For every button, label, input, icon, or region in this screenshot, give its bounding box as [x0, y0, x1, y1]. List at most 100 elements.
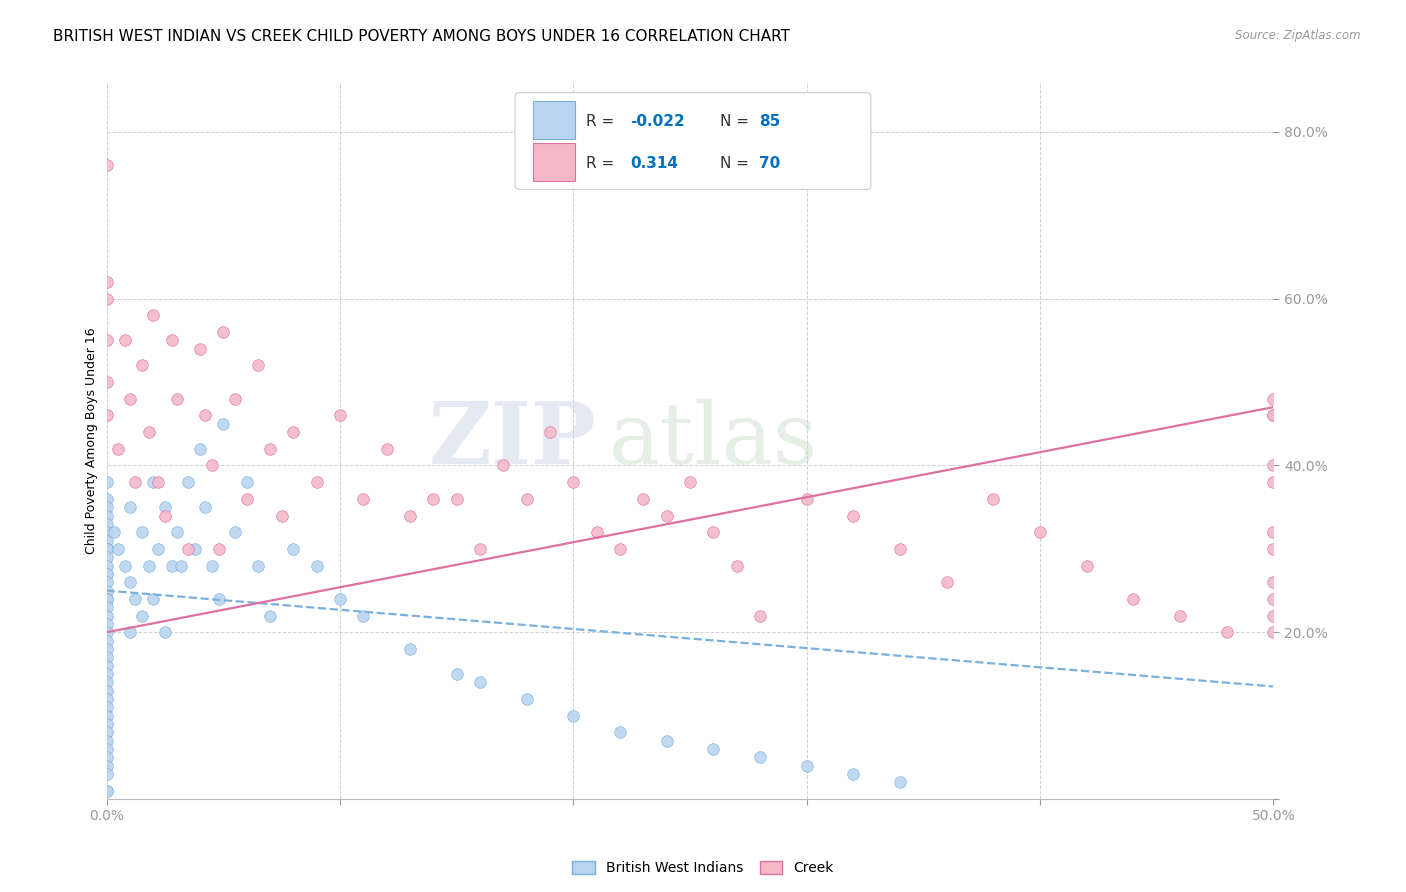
Point	[422, 491, 444, 506]
Point	[118, 625, 141, 640]
Point	[96, 600, 118, 615]
Point	[96, 583, 118, 598]
Point	[655, 508, 678, 523]
Point	[96, 566, 118, 581]
Point	[124, 475, 146, 490]
Point	[124, 591, 146, 606]
Point	[96, 650, 118, 665]
Point	[188, 442, 211, 456]
Point	[224, 392, 246, 406]
Point	[96, 491, 118, 506]
Point	[562, 475, 585, 490]
Point	[114, 558, 136, 573]
Point	[796, 758, 818, 772]
Point	[96, 500, 118, 515]
Point	[96, 275, 118, 289]
Point	[107, 442, 129, 456]
Text: BRITISH WEST INDIAN VS CREEK CHILD POVERTY AMONG BOYS UNDER 16 CORRELATION CHART: BRITISH WEST INDIAN VS CREEK CHILD POVER…	[53, 29, 790, 45]
Point	[208, 541, 231, 556]
Point	[212, 325, 235, 339]
Point	[96, 516, 118, 531]
Point	[96, 633, 118, 648]
Point	[96, 541, 118, 556]
Point	[142, 591, 165, 606]
Point	[194, 500, 217, 515]
Point	[1029, 525, 1052, 540]
Point	[655, 733, 678, 747]
Point	[96, 591, 118, 606]
Point	[1076, 558, 1098, 573]
Point	[96, 700, 118, 714]
Point	[399, 642, 422, 657]
Point	[131, 525, 153, 540]
Point	[96, 692, 118, 706]
Point	[138, 558, 160, 573]
Point	[329, 591, 352, 606]
Legend: British West Indians, Creek: British West Indians, Creek	[567, 855, 839, 880]
Point	[516, 491, 538, 506]
Point	[96, 525, 118, 540]
FancyBboxPatch shape	[533, 144, 575, 181]
Point	[235, 475, 257, 490]
FancyBboxPatch shape	[515, 93, 870, 189]
Point	[138, 425, 160, 439]
Point	[446, 667, 468, 681]
Point	[247, 558, 270, 573]
Point	[96, 783, 118, 797]
Text: 70: 70	[759, 156, 780, 171]
Text: -0.022: -0.022	[630, 114, 685, 128]
Point	[96, 575, 118, 590]
Point	[562, 708, 585, 723]
Point	[633, 491, 655, 506]
Point	[247, 359, 270, 373]
FancyBboxPatch shape	[533, 102, 575, 138]
Text: N =: N =	[720, 114, 754, 128]
Point	[96, 508, 118, 523]
Point	[609, 725, 631, 739]
Point	[702, 525, 724, 540]
Text: Source: ZipAtlas.com: Source: ZipAtlas.com	[1236, 29, 1361, 43]
Point	[208, 591, 231, 606]
Point	[329, 409, 352, 423]
Point	[702, 742, 724, 756]
Point	[1168, 608, 1191, 623]
Point	[142, 475, 165, 490]
Point	[160, 334, 183, 348]
Point	[1263, 575, 1285, 590]
Point	[96, 758, 118, 772]
Point	[96, 591, 118, 606]
Point	[1263, 392, 1285, 406]
Point	[399, 508, 422, 523]
Point	[468, 541, 491, 556]
Point	[146, 541, 169, 556]
Point	[96, 550, 118, 565]
Point	[96, 642, 118, 657]
Point	[96, 625, 118, 640]
Point	[96, 616, 118, 631]
Point	[96, 658, 118, 673]
Point	[889, 775, 911, 789]
Point	[1122, 591, 1144, 606]
Point	[1263, 409, 1285, 423]
Point	[96, 334, 118, 348]
Point	[118, 500, 141, 515]
Point	[1263, 525, 1285, 540]
Point	[114, 334, 136, 348]
Point	[96, 733, 118, 747]
Point	[96, 683, 118, 698]
Point	[96, 725, 118, 739]
Point	[166, 525, 188, 540]
Point	[96, 375, 118, 389]
Point	[679, 475, 702, 490]
Point	[201, 558, 224, 573]
Point	[224, 525, 246, 540]
Point	[305, 558, 328, 573]
Point	[935, 575, 957, 590]
Y-axis label: Child Poverty Among Boys Under 16: Child Poverty Among Boys Under 16	[86, 327, 98, 554]
Point	[725, 558, 748, 573]
Point	[96, 783, 118, 797]
Point	[201, 458, 224, 473]
Point	[170, 558, 193, 573]
Point	[96, 767, 118, 781]
Point	[96, 750, 118, 764]
